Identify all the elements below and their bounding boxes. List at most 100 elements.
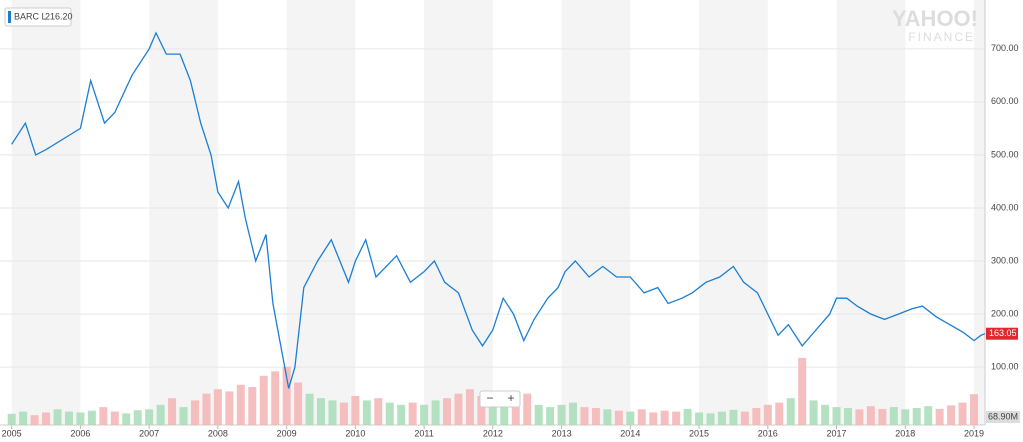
volume-bar: [454, 393, 463, 425]
volume-bar: [786, 398, 795, 425]
legend-value: 216.20: [45, 11, 73, 21]
volume-bar: [385, 402, 394, 425]
volume-bar: [660, 410, 669, 425]
volume-bar: [488, 400, 497, 425]
volume-bar: [809, 400, 818, 425]
year-band: [974, 0, 985, 425]
zoom-out[interactable]: −: [486, 391, 493, 405]
volume-bar: [339, 402, 348, 425]
volume-bar: [305, 393, 314, 425]
volume-bar: [122, 413, 131, 425]
volume-bar: [202, 393, 211, 425]
volume-bar: [740, 411, 749, 425]
last-price-label: 163.05: [989, 328, 1017, 338]
y-tick-label: 100.00: [991, 362, 1019, 372]
volume-bar: [763, 404, 772, 425]
volume-bar: [99, 407, 108, 425]
volume-bar: [729, 409, 738, 425]
volume-bar: [717, 411, 726, 425]
volume-bar: [626, 411, 635, 425]
volume-bar: [821, 404, 830, 425]
year-band: [11, 0, 81, 425]
volume-bar: [351, 395, 360, 425]
volume-bar: [832, 407, 841, 425]
volume-bar: [591, 408, 600, 425]
legend-name: BARC L: [14, 11, 47, 21]
volume-bar: [935, 408, 944, 425]
volume-bar: [64, 411, 73, 425]
volume-bar: [614, 410, 623, 425]
volume-bar: [637, 409, 646, 425]
volume-bar: [443, 398, 452, 425]
volume-bar: [924, 406, 933, 425]
volume-bar: [855, 409, 864, 425]
volume-bar: [843, 408, 852, 425]
year-band: [286, 0, 356, 425]
volume-bar: [259, 375, 268, 425]
volume-bar: [213, 389, 222, 425]
volume-bar: [546, 407, 555, 425]
volume-bar: [672, 411, 681, 425]
volume-bar: [87, 410, 96, 425]
zoom-in[interactable]: +: [507, 391, 514, 405]
volume-bar: [317, 398, 326, 425]
y-tick-label: 600.00: [991, 96, 1019, 106]
volume-bar: [889, 407, 898, 425]
y-tick-label: 500.00: [991, 149, 1019, 159]
volume-bar: [580, 407, 589, 425]
y-tick-label: 400.00: [991, 202, 1019, 212]
year-band: [561, 0, 631, 425]
price-line: [11, 31, 986, 389]
volume-bar: [649, 412, 658, 425]
volume-bar: [901, 409, 910, 425]
y-tick-label: 300.00: [991, 255, 1019, 265]
volume-bar: [294, 382, 303, 425]
x-tick-label: 2018: [895, 428, 915, 438]
volume-bar: [477, 395, 486, 425]
volume-bar: [282, 366, 291, 425]
volume-bar: [866, 406, 875, 425]
volume-bar: [397, 404, 406, 425]
x-tick-label: 2012: [483, 428, 503, 438]
volume-bar: [569, 402, 578, 425]
volume-bar: [156, 404, 165, 425]
volume-bar: [775, 402, 784, 425]
volume-bar: [133, 410, 142, 425]
year-band: [149, 0, 218, 425]
volume-bar: [168, 398, 177, 425]
volume-bar: [248, 386, 257, 425]
brand-sub: FINANCE: [908, 30, 975, 44]
x-tick-label: 2016: [758, 428, 778, 438]
volume-bar: [374, 398, 383, 425]
y-tick-label: 700.00: [991, 43, 1019, 53]
volume-bar: [912, 408, 921, 425]
x-tick-label: 2011: [414, 428, 433, 438]
volume-bar: [408, 402, 417, 425]
year-band: [424, 0, 493, 425]
year-band: [699, 0, 768, 425]
volume-bar: [179, 407, 188, 425]
legend-swatch: [8, 11, 11, 23]
volume-bar: [947, 405, 956, 425]
volume-bar: [752, 408, 761, 425]
x-tick-label: 2007: [139, 428, 159, 438]
volume-bar: [603, 409, 612, 425]
volume-bar: [110, 411, 119, 425]
volume-bar: [7, 413, 16, 425]
volume-bar: [465, 389, 474, 425]
volume-bar: [683, 408, 692, 425]
volume-bar: [225, 391, 234, 425]
x-tick-label: 2009: [277, 428, 297, 438]
volume-bar: [958, 402, 967, 425]
volume-bar: [190, 400, 199, 425]
volume-bar: [523, 393, 532, 425]
x-tick-label: 2010: [345, 428, 365, 438]
x-tick-label: 2017: [827, 428, 847, 438]
x-tick-label: 2008: [208, 428, 228, 438]
bands: [11, 0, 985, 425]
volume-bar: [145, 409, 154, 425]
zoom-controls: [479, 390, 521, 408]
volume-bar: [420, 404, 429, 425]
volume-bar: [19, 411, 28, 425]
